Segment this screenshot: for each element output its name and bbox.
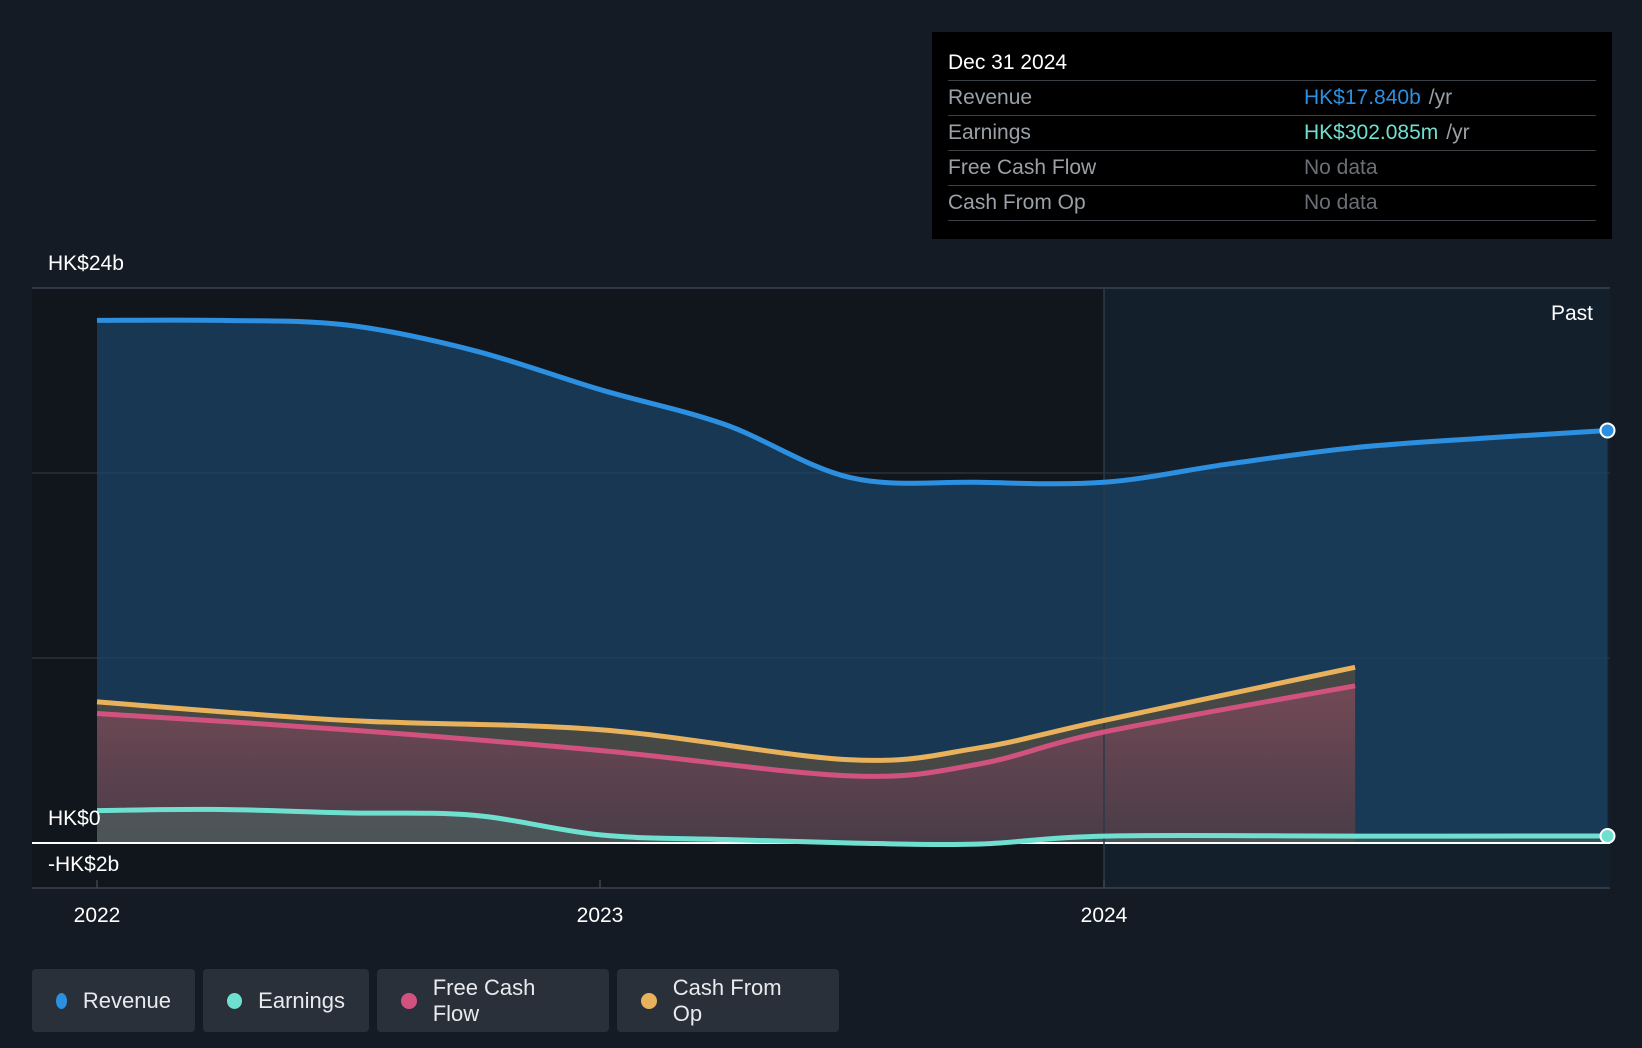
- legend-item-revenue[interactable]: Revenue: [32, 969, 195, 1032]
- chart-legend: Revenue Earnings Free Cash Flow Cash Fro…: [32, 969, 839, 1032]
- free-cash-flow-line: [96, 683, 1356, 779]
- tooltip-value: HK$17.840b: [1304, 86, 1421, 109]
- y-axis-zero-label: HK$0: [48, 807, 101, 830]
- y-axis-top-label: HK$24b: [48, 252, 124, 275]
- legend-label: Revenue: [82, 987, 171, 1013]
- tooltip-date: Dec 31 2024: [948, 51, 1068, 74]
- legend-item-cash-from-op[interactable]: Cash From Op: [617, 969, 839, 1032]
- x-tick-label: 2022: [74, 904, 121, 927]
- earnings-line: [96, 806, 1608, 848]
- tooltip-row-revenue: Revenue HK$17.840b /yr: [948, 80, 1596, 115]
- legend-item-earnings[interactable]: Earnings: [203, 969, 369, 1032]
- revenue-end-marker[interactable]: [1599, 422, 1616, 439]
- x-tick-label: 2023: [577, 904, 624, 927]
- data-tooltip: Dec 31 2024 Revenue HK$17.840b /yr Earni…: [932, 32, 1612, 239]
- cash-from-op-line: [96, 664, 1356, 763]
- past-label: Past: [1551, 302, 1593, 325]
- tooltip-row-free-cash-flow: Free Cash Flow No data: [948, 150, 1596, 185]
- tooltip-value: HK$302.085m: [1304, 121, 1439, 144]
- legend-label: Earnings: [258, 987, 345, 1013]
- legend-item-free-cash-flow[interactable]: Free Cash Flow: [377, 969, 609, 1032]
- y-axis-bottom-label: -HK$2b: [48, 853, 120, 876]
- tooltip-unit: /yr: [1428, 86, 1453, 109]
- earnings-dot-icon: [227, 992, 243, 1009]
- tooltip-label: Revenue: [948, 86, 1033, 109]
- tooltip-label: Free Cash Flow: [948, 156, 1097, 179]
- cash-from-op-dot-icon: [641, 992, 657, 1009]
- revenue-dot-icon: [56, 992, 67, 1009]
- x-tick-label: 2024: [1081, 904, 1128, 927]
- tooltip-row-earnings: Earnings HK$302.085m /yr: [948, 115, 1596, 150]
- tooltip-value: No data: [1304, 191, 1378, 214]
- tooltip-label: Cash From Op: [948, 191, 1086, 214]
- tooltip-value: No data: [1304, 156, 1378, 179]
- legend-label: Free Cash Flow: [432, 974, 536, 1026]
- free-cash-flow-dot-icon: [401, 992, 417, 1009]
- x-axis-ticks: 2022 2023 2024: [74, 880, 1128, 927]
- tooltip-row-cash-from-op: Cash From Op No data: [948, 185, 1596, 221]
- tooltip-unit: /yr: [1446, 121, 1470, 144]
- revenue-line: [96, 317, 1608, 487]
- legend-label: Cash From Op: [672, 974, 782, 1026]
- tooltip-label: Earnings: [948, 121, 1031, 144]
- earnings-end-marker[interactable]: [1599, 828, 1616, 845]
